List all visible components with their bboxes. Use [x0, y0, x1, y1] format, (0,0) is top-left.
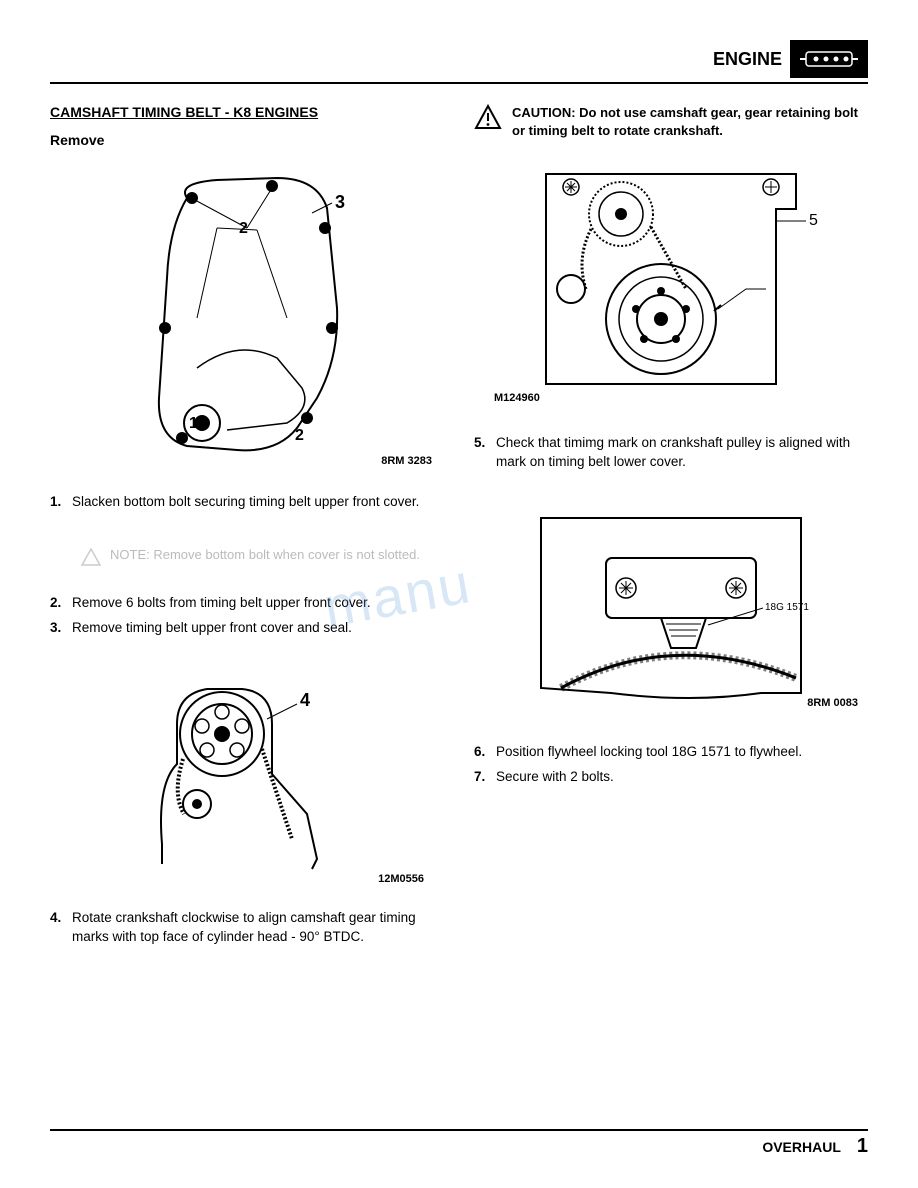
- caution-text: CAUTION: Do not use camshaft gear, gear …: [512, 104, 868, 139]
- step-text: Remove timing belt upper front cover and…: [72, 619, 352, 638]
- caution-block: CAUTION: Do not use camshaft gear, gear …: [474, 104, 868, 139]
- step-number: 4.: [50, 909, 72, 947]
- diagram-camshaft-gear: 4 12M0556: [50, 659, 444, 889]
- footer-page-number: 1: [857, 1135, 868, 1158]
- step-text: Remove 6 bolts from timing belt upper fr…: [72, 594, 371, 613]
- step-item: 3. Remove timing belt upper front cover …: [50, 619, 444, 638]
- step-text: Check that timimg mark on crankshaft pul…: [496, 434, 868, 472]
- step-item: 6. Position flywheel locking tool 18G 15…: [474, 743, 868, 762]
- steps-group-a: 1. Slacken bottom bolt securing timing b…: [50, 493, 444, 518]
- header-section-title: ENGINE: [713, 49, 782, 70]
- page-footer: OVERHAUL 1: [50, 1129, 868, 1158]
- svg-text:5: 5: [809, 212, 818, 229]
- engine-icon: [790, 40, 868, 78]
- note-triangle-icon: [80, 547, 102, 570]
- steps-group-b: 2. Remove 6 bolts from timing belt upper…: [50, 594, 444, 644]
- section-title: CAMSHAFT TIMING BELT - K8 ENGINES: [50, 104, 444, 120]
- content-body: CAMSHAFT TIMING BELT - K8 ENGINES Remove: [50, 104, 868, 967]
- steps-group-d: 5. Check that timimg mark on crankshaft …: [474, 434, 868, 478]
- step-item: 7. Secure with 2 bolts.: [474, 768, 868, 787]
- step-text: Position flywheel locking tool 18G 1571 …: [496, 743, 802, 762]
- steps-group-c: 4. Rotate crankshaft clockwise to align …: [50, 909, 444, 953]
- figure-ref: 8RM 0083: [807, 697, 858, 709]
- step-number: 2.: [50, 594, 72, 613]
- note-text: NOTE: Remove bottom bolt when cover is n…: [110, 547, 420, 564]
- left-column: CAMSHAFT TIMING BELT - K8 ENGINES Remove: [50, 104, 444, 967]
- svg-text:2: 2: [239, 220, 248, 237]
- figure-ref: 12M0556: [378, 873, 424, 885]
- svg-text:2: 2: [295, 427, 304, 444]
- footer-title: OVERHAUL: [762, 1139, 841, 1155]
- right-column: CAUTION: Do not use camshaft gear, gear …: [474, 104, 868, 967]
- step-number: 7.: [474, 768, 496, 787]
- subsection-title: Remove: [50, 132, 444, 148]
- step-item: 2. Remove 6 bolts from timing belt upper…: [50, 594, 444, 613]
- step-item: 1. Slacken bottom bolt securing timing b…: [50, 493, 444, 512]
- diagram-timing-cover: 2 3 1 2 8RM 3283: [50, 163, 444, 473]
- step-item: 5. Check that timimg mark on crankshaft …: [474, 434, 868, 472]
- step-number: 5.: [474, 434, 496, 472]
- figure-ref: 8RM 3283: [381, 455, 432, 467]
- page-header: ENGINE: [50, 40, 868, 84]
- svg-text:3: 3: [335, 192, 345, 212]
- diagram-flywheel-lock: 18G 1571 8RM 0083: [474, 503, 868, 713]
- step-text: Slacken bottom bolt securing timing belt…: [72, 493, 419, 512]
- svg-text:18G 1571: 18G 1571: [765, 602, 809, 613]
- svg-text:4: 4: [300, 690, 310, 710]
- step-text: Secure with 2 bolts.: [496, 768, 614, 787]
- step-number: 3.: [50, 619, 72, 638]
- figure-ref: M124960: [494, 392, 540, 404]
- svg-text:1: 1: [189, 415, 198, 432]
- note-block: NOTE: Remove bottom bolt when cover is n…: [80, 547, 444, 570]
- step-item: 4. Rotate crankshaft clockwise to align …: [50, 909, 444, 947]
- steps-group-e: 6. Position flywheel locking tool 18G 15…: [474, 743, 868, 793]
- step-number: 6.: [474, 743, 496, 762]
- caution-triangle-icon: [474, 104, 502, 133]
- step-text: Rotate crankshaft clockwise to align cam…: [72, 909, 444, 947]
- diagram-crank-pulley: 5 M124960: [474, 154, 868, 404]
- step-number: 1.: [50, 493, 72, 512]
